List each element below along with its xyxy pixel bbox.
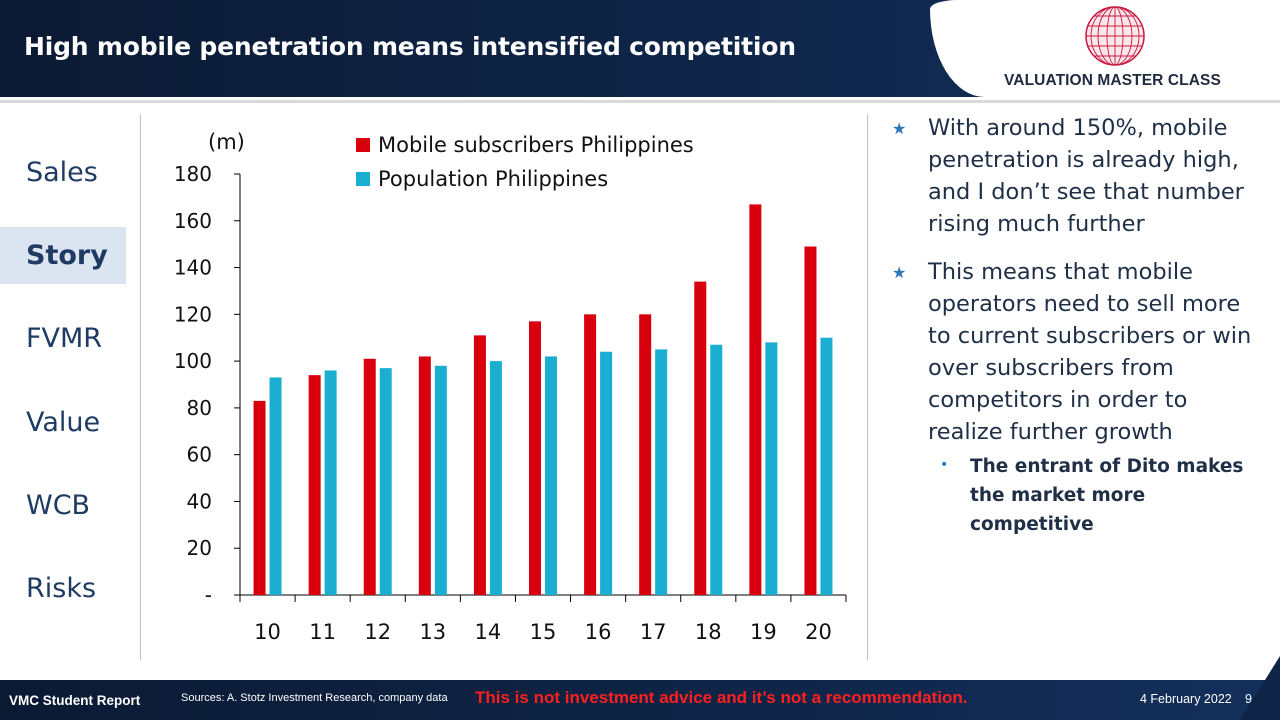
star-icon: ★ <box>892 119 907 138</box>
x-tick-label: 13 <box>419 620 446 644</box>
bar-population <box>765 342 778 595</box>
legend-label: Mobile subscribers Philippines <box>378 133 694 157</box>
bar-mobile-subscribers <box>473 335 486 595</box>
nav-item-value[interactable]: Value <box>26 407 101 438</box>
bar-chart: (m) Mobile subscribers Philippines Popula… <box>174 130 847 644</box>
y-tick-label: 180 <box>174 162 212 186</box>
y-tick-label: 60 <box>187 443 212 467</box>
dot-icon: • <box>940 457 949 473</box>
bar-population <box>379 368 392 595</box>
bar-population <box>710 344 723 595</box>
page-number: 9 <box>1245 692 1252 706</box>
nav-item-story[interactable]: Story <box>0 227 126 284</box>
y-tick-label: - <box>205 583 212 607</box>
y-tick-label: 40 <box>187 489 212 513</box>
footer-disclaimer: This is not investment advice and it’s n… <box>475 688 968 707</box>
y-tick-label: 100 <box>174 349 212 373</box>
x-tick-label: 20 <box>805 620 832 644</box>
bar-mobile-subscribers <box>253 400 266 595</box>
y-tick-label: 80 <box>187 396 212 420</box>
footer-sources: Sources: A. Stotz Investment Research, c… <box>181 692 448 704</box>
legend-swatch <box>356 138 370 152</box>
legend-label: Population Philippines <box>378 167 608 191</box>
x-tick-label: 15 <box>530 620 557 644</box>
x-tick-label: 19 <box>750 620 777 644</box>
footer-date: 4 February 2022 <box>1140 692 1232 706</box>
bar-population <box>545 356 557 595</box>
bar-mobile-subscribers <box>308 375 321 595</box>
x-tick-label: 14 <box>475 620 502 644</box>
y-tick-label: 20 <box>187 536 212 560</box>
bar-mobile-subscribers <box>363 358 376 595</box>
nav-item-sales[interactable]: Sales <box>26 157 98 188</box>
bars <box>253 204 833 595</box>
x-tick-label: 18 <box>695 620 722 644</box>
bar-population <box>489 361 502 595</box>
logo: VALUATION MASTER CLASS <box>930 0 1280 97</box>
star-icon: ★ <box>892 263 907 282</box>
bar-population <box>600 351 613 595</box>
sub-bullet-text: The entrant of Dito makes the market mor… <box>970 456 1244 535</box>
bar-mobile-subscribers <box>639 314 652 595</box>
x-tick-label: 16 <box>585 620 612 644</box>
nav-item-risks[interactable]: Risks <box>26 573 97 604</box>
y-unit-label: (m) <box>208 130 245 154</box>
logo-text: VALUATION MASTER CLASS <box>1004 72 1221 89</box>
y-tick-label: 140 <box>174 256 212 280</box>
footer-bar: VMC Student Report Sources: A. Stotz Inv… <box>0 656 1280 720</box>
x-tick-label: 17 <box>640 620 667 644</box>
y-tick-label: 120 <box>174 302 212 326</box>
y-tick-label: 160 <box>174 209 212 233</box>
globe-icon <box>1085 6 1145 66</box>
bar-population <box>655 349 668 595</box>
axes: - 20 40 60 80 100 120 140 160 180 10 11 12 13 14 15 16 17… <box>174 162 847 644</box>
header-divider <box>0 100 1280 103</box>
x-tick-label: 12 <box>364 620 391 644</box>
legend-swatch <box>356 172 370 186</box>
bar-mobile-subscribers <box>584 314 597 595</box>
legend: Mobile subscribers Philippines Population… <box>356 133 694 191</box>
bar-mobile-subscribers <box>529 321 541 595</box>
content-divider <box>867 114 868 660</box>
bar-population <box>820 337 833 595</box>
page-title: High mobile penetration means intensifie… <box>24 32 796 61</box>
nav-item-fvmr[interactable]: FVMR <box>26 323 103 354</box>
bar-mobile-subscribers <box>749 204 762 595</box>
x-tick-label: 10 <box>254 620 281 644</box>
bullet-1-text: With around 150%, mobile penetration is … <box>928 115 1244 237</box>
bar-mobile-subscribers <box>694 281 707 595</box>
nav-divider <box>140 114 141 660</box>
bar-population <box>324 370 337 595</box>
footer-accent <box>1240 656 1280 720</box>
bar-population <box>269 377 282 595</box>
footer-report-label: VMC Student Report <box>9 693 141 708</box>
bar-mobile-subscribers <box>418 356 431 595</box>
x-tick-label: 11 <box>309 620 336 644</box>
bar-population <box>434 365 447 595</box>
nav-item-wcb[interactable]: WCB <box>26 490 91 521</box>
bar-mobile-subscribers <box>804 246 817 595</box>
bullet-2-text: This means that mobile operators need to… <box>928 259 1252 445</box>
